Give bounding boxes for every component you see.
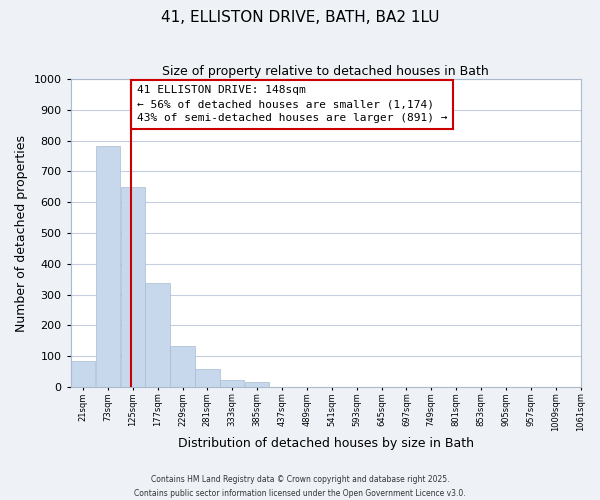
Title: Size of property relative to detached houses in Bath: Size of property relative to detached ho… <box>162 65 489 78</box>
Text: Contains HM Land Registry data © Crown copyright and database right 2025.
Contai: Contains HM Land Registry data © Crown c… <box>134 476 466 498</box>
Bar <box>220 380 244 387</box>
Bar <box>245 382 269 387</box>
Bar <box>95 146 120 387</box>
Bar <box>121 188 145 387</box>
Y-axis label: Number of detached properties: Number of detached properties <box>15 134 28 332</box>
Text: 41 ELLISTON DRIVE: 148sqm
← 56% of detached houses are smaller (1,174)
43% of se: 41 ELLISTON DRIVE: 148sqm ← 56% of detac… <box>137 86 448 124</box>
Bar <box>145 284 170 387</box>
X-axis label: Distribution of detached houses by size in Bath: Distribution of detached houses by size … <box>178 437 473 450</box>
Bar <box>170 346 195 387</box>
Text: 41, ELLISTON DRIVE, BATH, BA2 1LU: 41, ELLISTON DRIVE, BATH, BA2 1LU <box>161 10 439 25</box>
Bar <box>195 369 220 387</box>
Bar <box>71 362 95 387</box>
